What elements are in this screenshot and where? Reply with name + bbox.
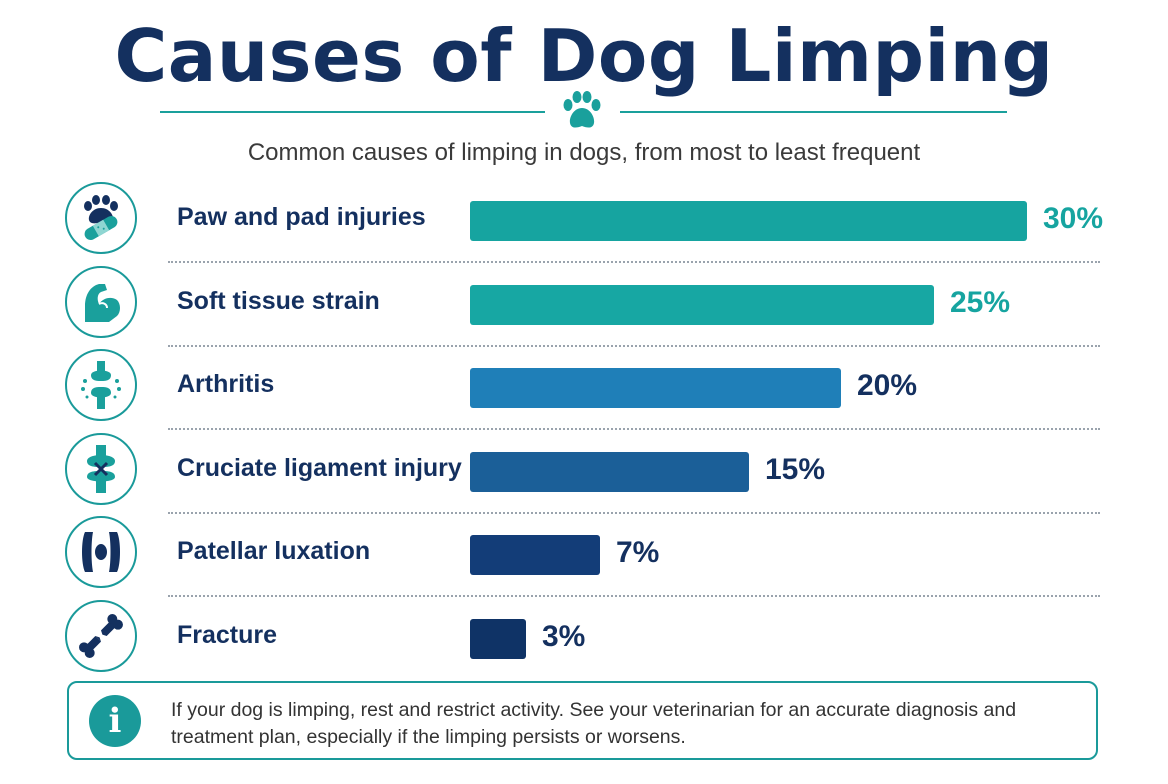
- chart-row: Cruciate ligament injury 15%: [0, 430, 1168, 514]
- bar: [470, 201, 1027, 241]
- bar-value-label: 20%: [857, 369, 918, 402]
- info-icon: i: [89, 695, 141, 747]
- info-note: i If your dog is limping, rest and restr…: [67, 681, 1098, 760]
- row-separator: [168, 345, 1100, 347]
- bar: [470, 535, 600, 575]
- broken-bone-icon: [65, 600, 137, 672]
- bar: [470, 368, 841, 408]
- row-separator: [168, 595, 1100, 597]
- bar: [470, 285, 934, 325]
- bar-value-label: 7%: [616, 536, 660, 569]
- title-divider-left: [160, 111, 545, 113]
- bar-value-label: 3%: [542, 620, 586, 653]
- info-icon-glyph: i: [108, 701, 122, 741]
- kneecap-icon: [65, 516, 137, 588]
- flexed-arm-icon: [65, 266, 137, 338]
- bar-value-label: 25%: [950, 286, 1011, 319]
- bar: [470, 452, 749, 492]
- bar-value-label: 30%: [1043, 202, 1104, 235]
- arthritic-joint-icon: [65, 349, 137, 421]
- category-label: Arthritis: [177, 370, 275, 398]
- row-separator: [168, 512, 1100, 514]
- paw-bandage-icon: [65, 182, 137, 254]
- chart-row: Soft tissue strain 25%: [0, 263, 1168, 347]
- chart-row: Paw and pad injuries 30%: [0, 179, 1168, 263]
- category-label: Soft tissue strain: [177, 287, 380, 315]
- category-label: Cruciate ligament injury: [177, 454, 462, 482]
- chart-subtitle: Common causes of limping in dogs, from m…: [247, 139, 921, 166]
- chart-row: Arthritis 20%: [0, 346, 1168, 430]
- category-label: Paw and pad injuries: [177, 203, 426, 231]
- category-label: Patellar luxation: [177, 537, 371, 565]
- page-title: Causes of Dog Limping: [114, 14, 1054, 98]
- paw-icon: [563, 91, 601, 128]
- bar: [470, 619, 526, 659]
- knee-ligament-icon: [65, 433, 137, 505]
- title-divider-right: [620, 111, 1007, 113]
- category-label: Fracture: [177, 621, 278, 649]
- row-separator: [168, 261, 1100, 263]
- chart-row: Patellar luxation 7%: [0, 513, 1168, 597]
- row-separator: [168, 428, 1100, 430]
- note-text: If your dog is limping, rest and restric…: [171, 699, 1017, 748]
- bar-value-label: 15%: [765, 453, 826, 486]
- chart-row: Fracture 3%: [0, 597, 1168, 681]
